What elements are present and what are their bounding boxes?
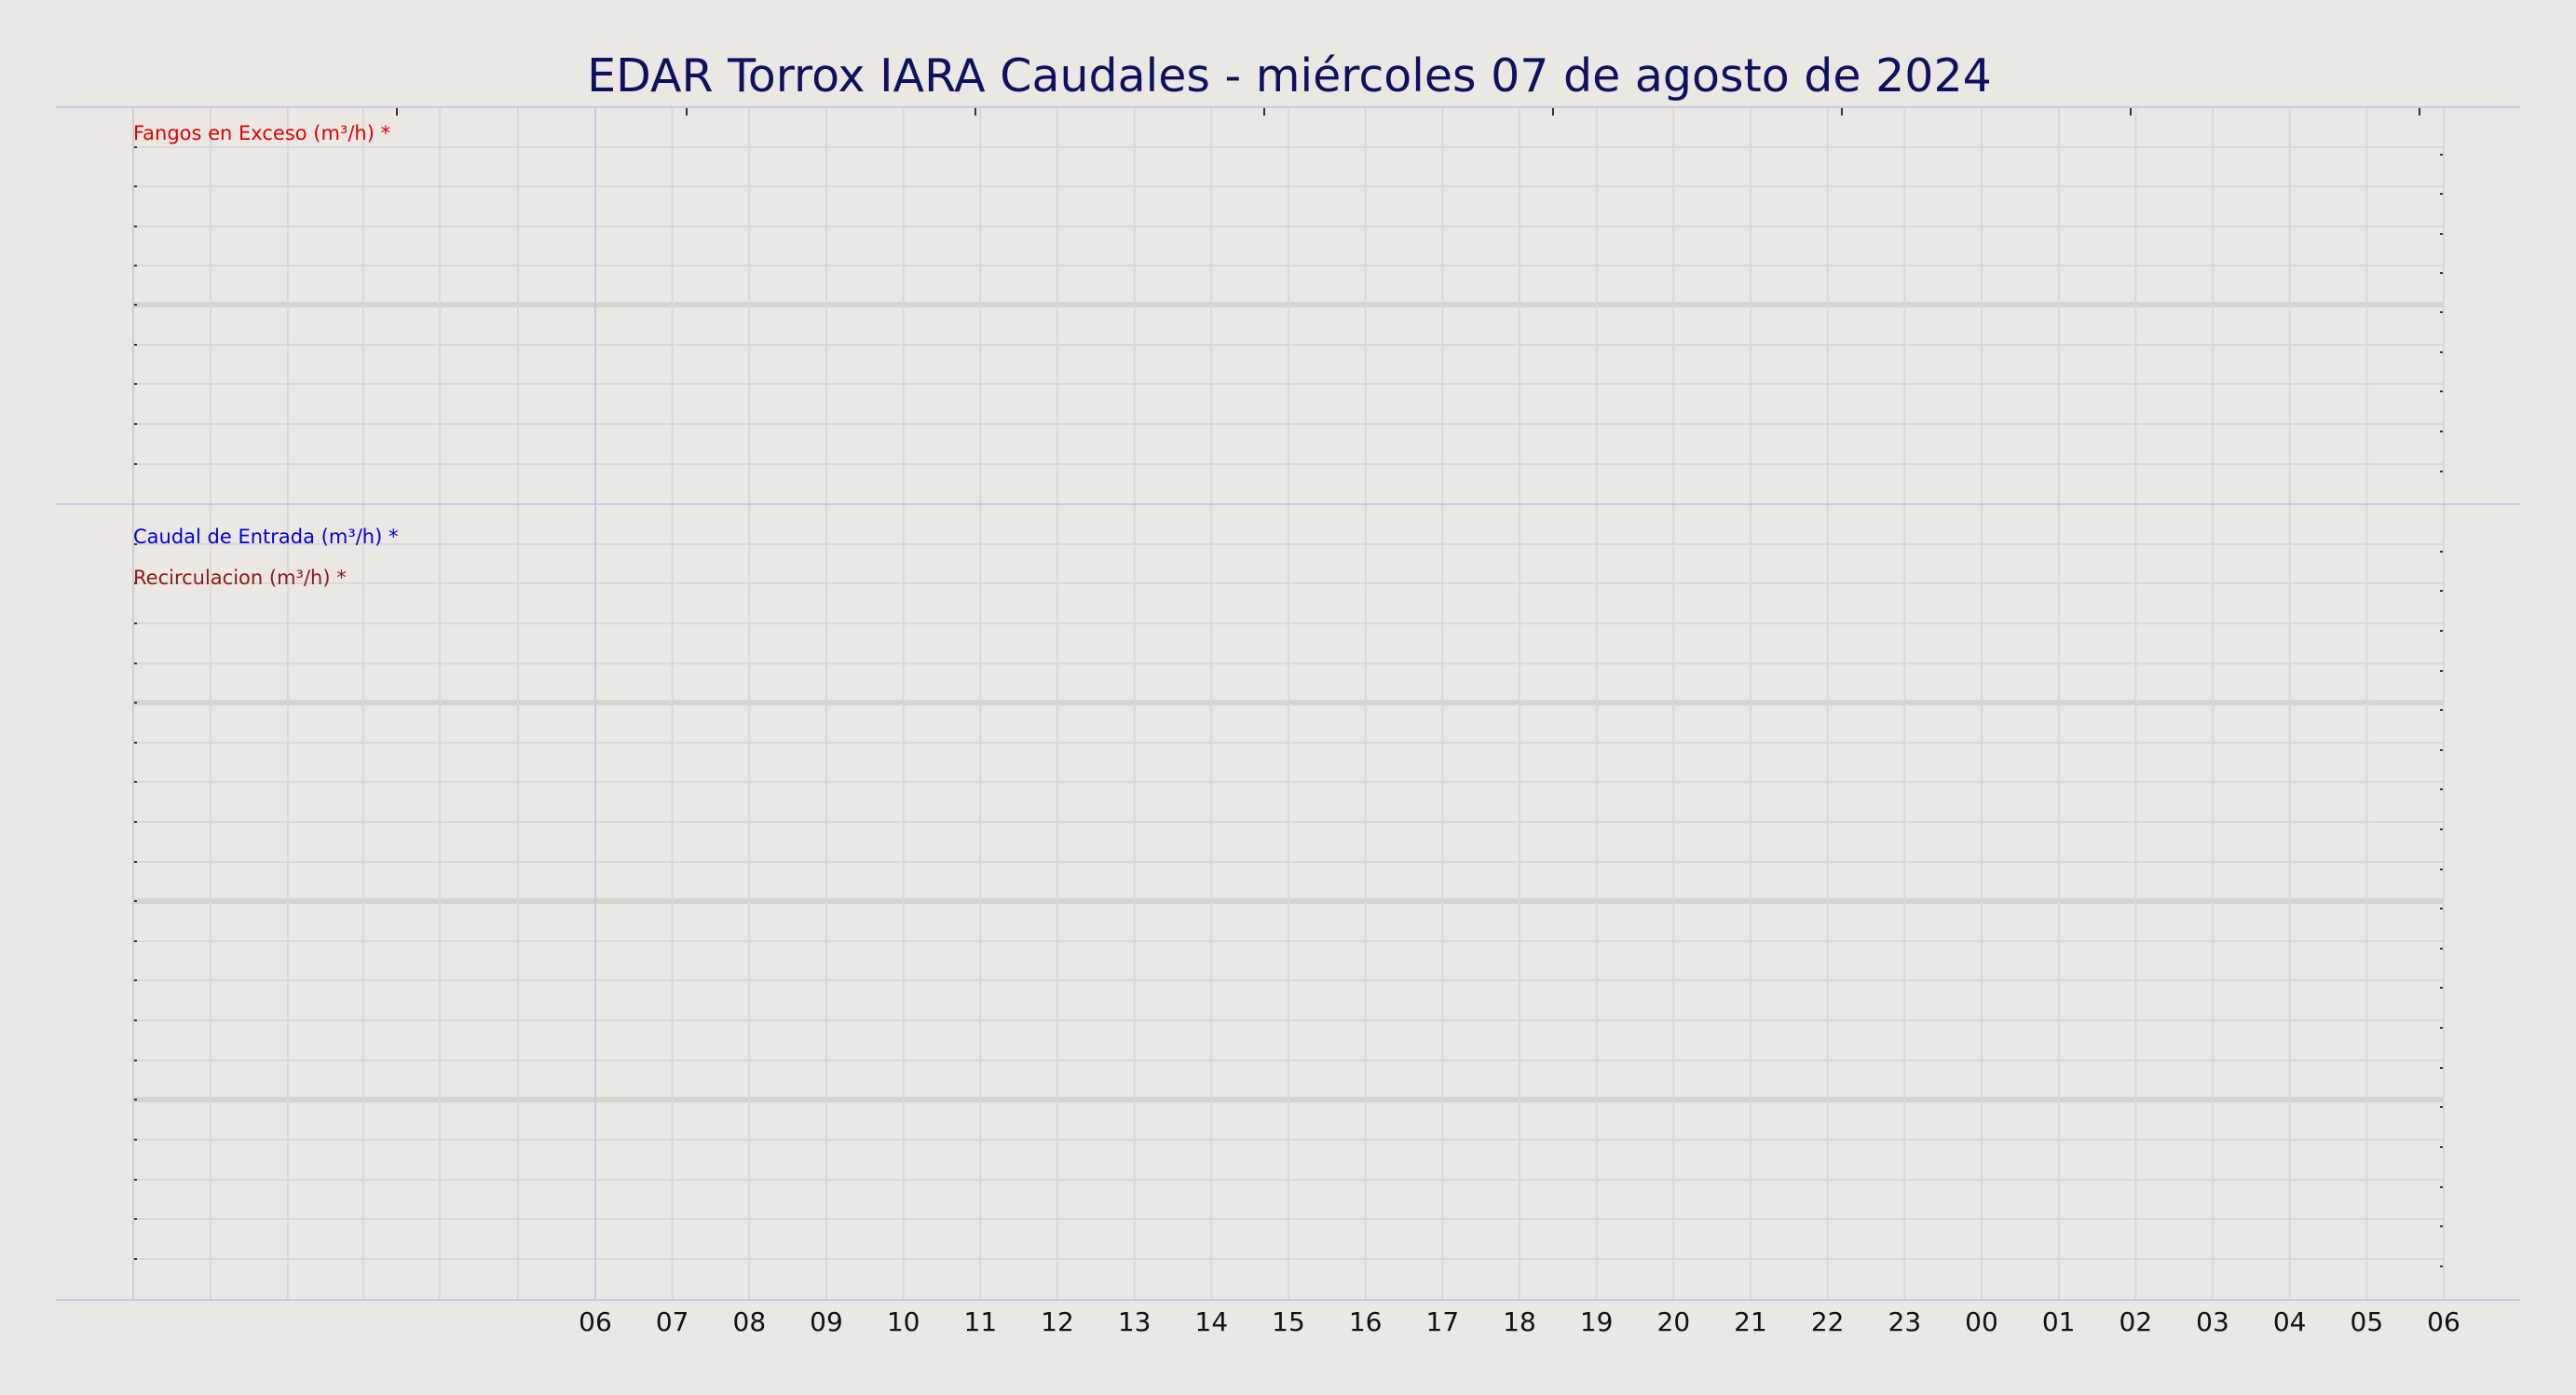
x-tick-label: 12 <box>1041 1306 1074 1337</box>
x-tick-label: 06 <box>579 1306 612 1337</box>
x-tick-label: 04 <box>2273 1306 2307 1337</box>
x-tick-label: 20 <box>1657 1306 1691 1337</box>
legend-entry: Fangos en Exceso (m³/h) * <box>133 122 390 144</box>
x-tick-label: 13 <box>1118 1306 1152 1337</box>
x-tick-label: 00 <box>1965 1306 1998 1337</box>
legend-1: Fangos en Exceso (m³/h) * <box>133 122 390 144</box>
x-tick-label: 16 <box>1349 1306 1383 1337</box>
x-tick-label: 09 <box>810 1306 843 1337</box>
legend-entry: Recirculacion (m³/h) * <box>133 567 347 589</box>
x-tick-label: 01 <box>2042 1306 2076 1337</box>
x-tick-label: 08 <box>733 1306 767 1337</box>
panel-1 <box>132 107 2445 504</box>
x-tick-label: 23 <box>1888 1306 1922 1337</box>
x-tick-label: 03 <box>2196 1306 2229 1337</box>
x-tick-label: 06 <box>2427 1306 2460 1337</box>
x-tick-label: 11 <box>964 1306 998 1337</box>
x-tick-label: 05 <box>2351 1306 2384 1337</box>
panel-2 <box>132 504 2445 1300</box>
x-tick-label: 15 <box>1272 1306 1305 1337</box>
x-tick-label: 22 <box>1811 1306 1845 1337</box>
legend-entry: Caudal de Entrada (m³/h) * <box>133 526 398 548</box>
x-tick-label: 07 <box>656 1306 689 1337</box>
chart-title: EDAR Torrox IARA Caudales - miércoles 07… <box>587 49 1992 103</box>
x-tick-label: 14 <box>1195 1306 1229 1337</box>
x-tick-label: 21 <box>1734 1306 1767 1337</box>
x-tick-label: 02 <box>2119 1306 2153 1337</box>
x-tick-label: 17 <box>1426 1306 1460 1337</box>
legend-2: Caudal de Entrada (m³/h) * Recirculacion … <box>133 526 398 589</box>
x-tick-label: 10 <box>887 1306 920 1337</box>
x-tick-label: 18 <box>1503 1306 1536 1337</box>
x-tick-label: 19 <box>1580 1306 1614 1337</box>
x-axis: 06 07 08 09 10 11 12 13 14 15 16 17 18 19 20 21 22 23 00 01… <box>579 1306 2460 1337</box>
